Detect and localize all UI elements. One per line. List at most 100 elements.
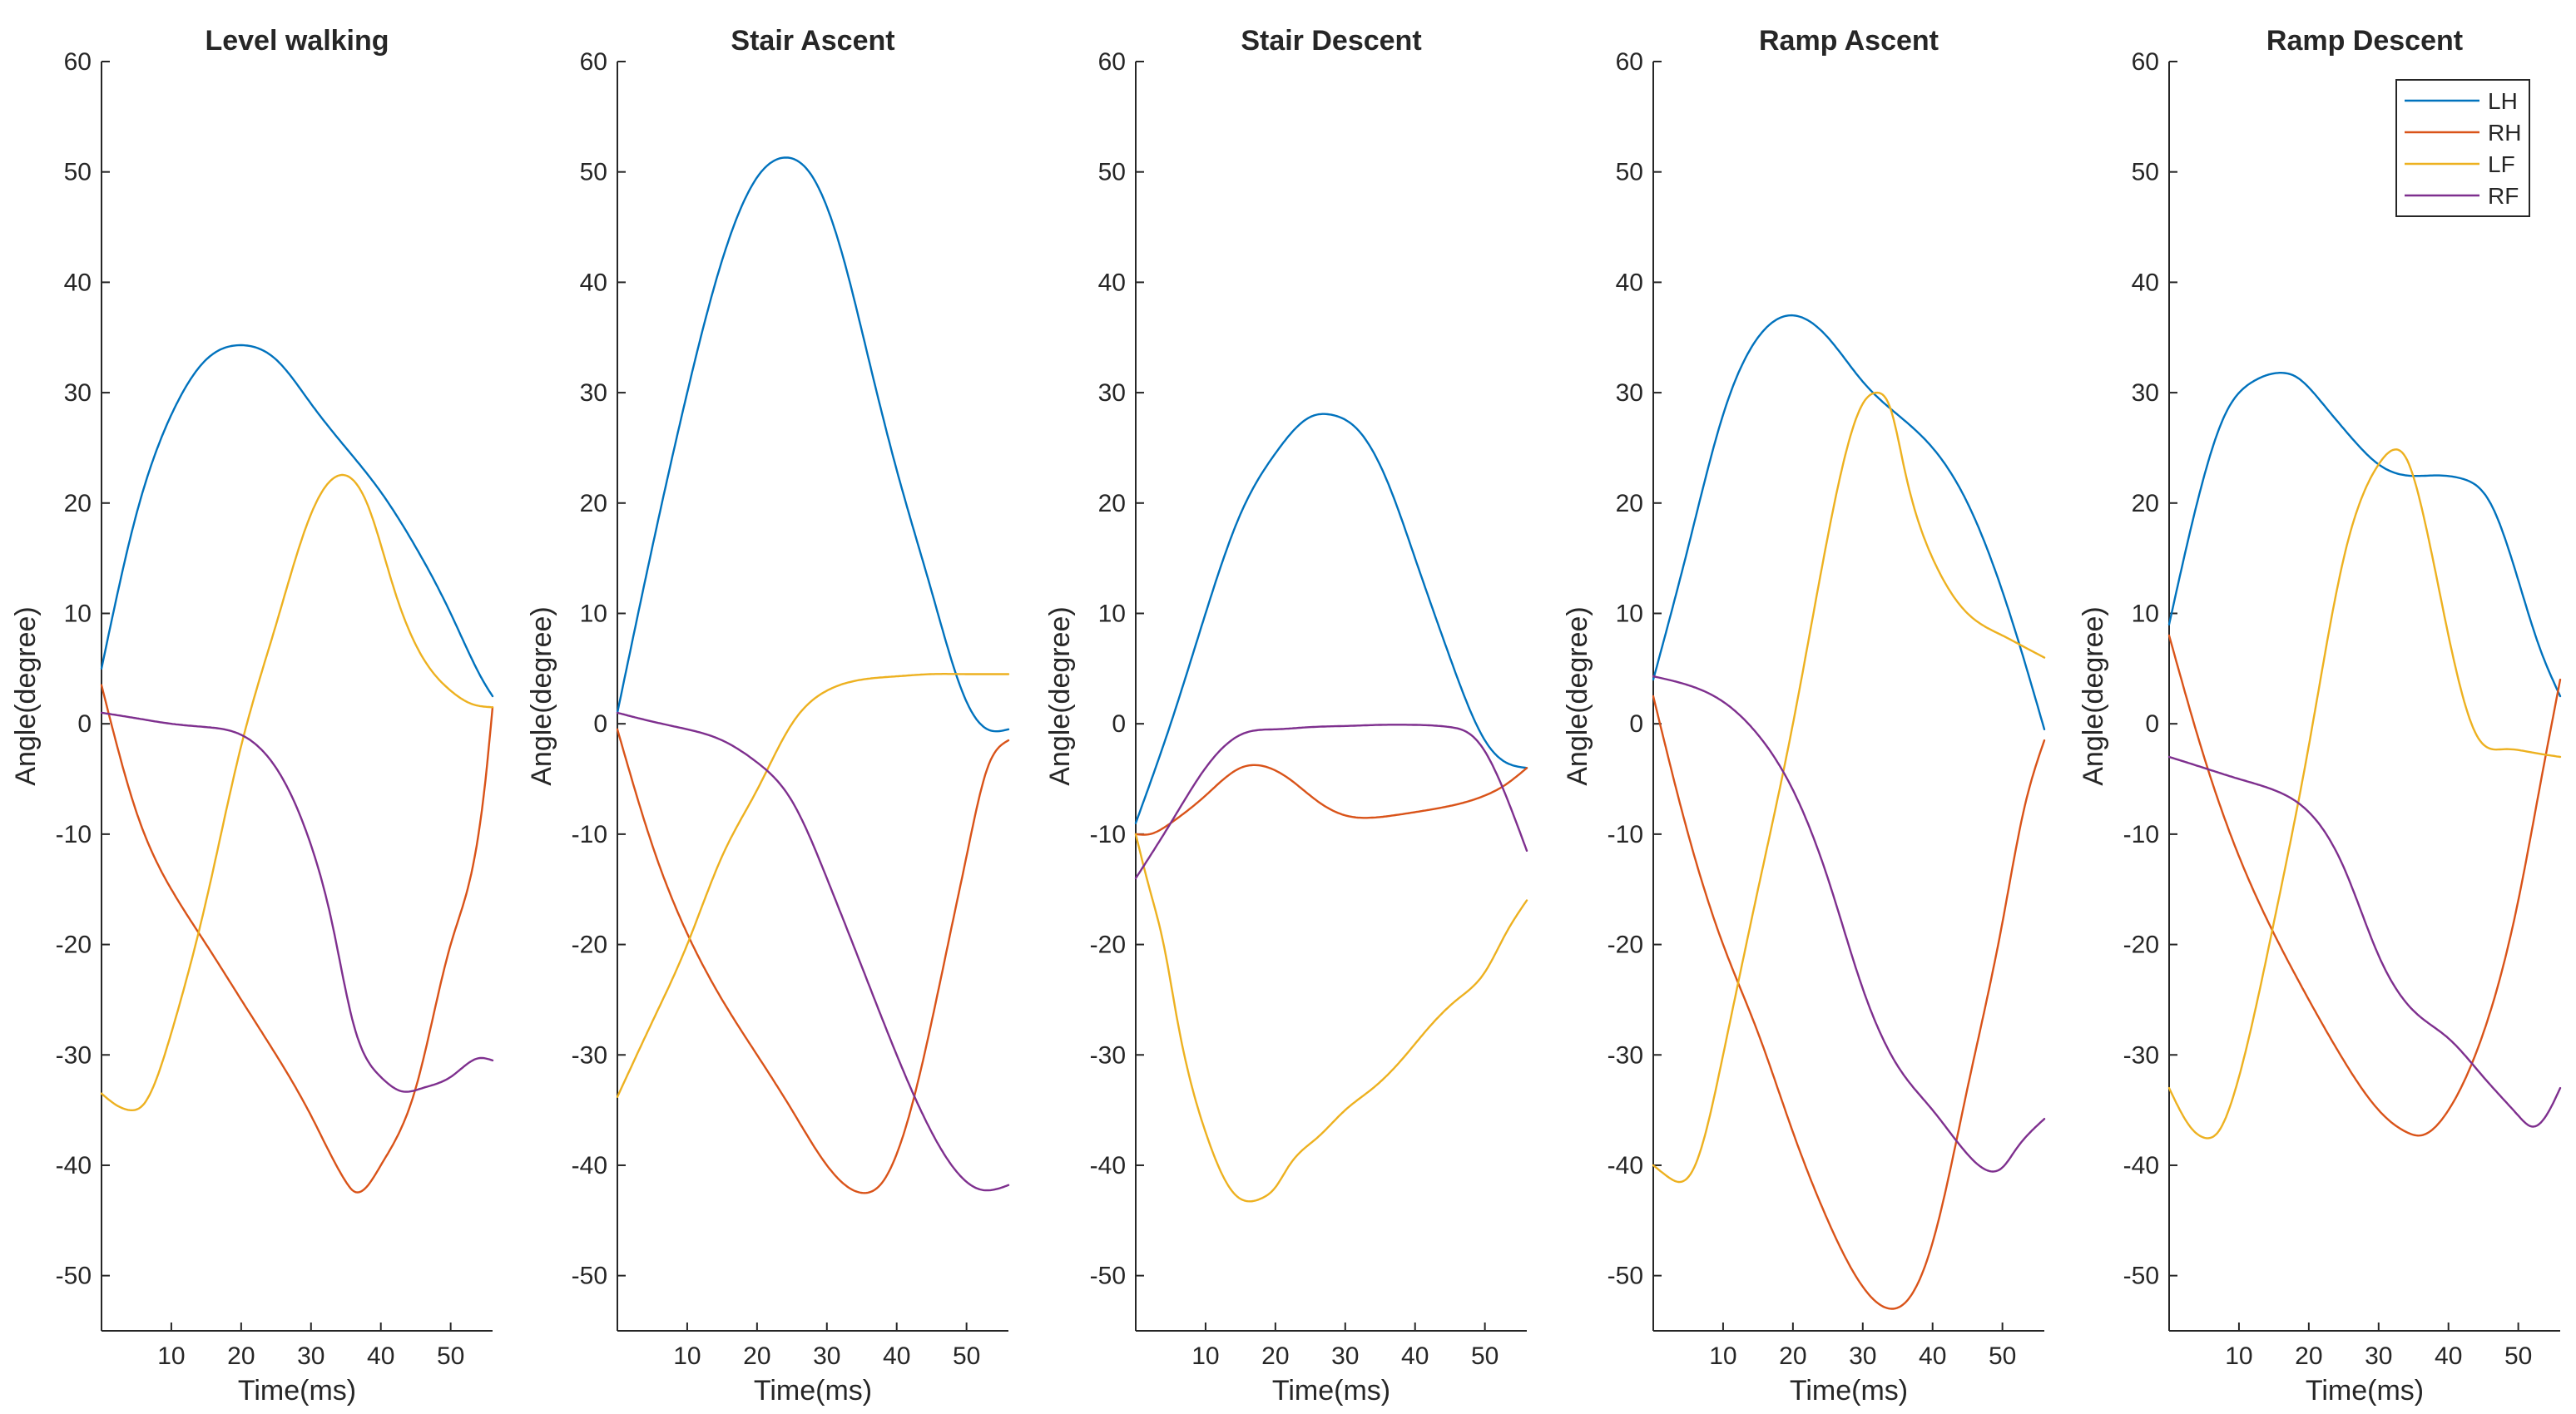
x-tick-label: 40 <box>1401 1342 1429 1370</box>
series-line-lh <box>2167 372 2562 698</box>
x-tick-label: 20 <box>743 1342 770 1370</box>
legend-label-rf: RF <box>2488 183 2519 209</box>
y-tick-label: -50 <box>1090 1263 1126 1290</box>
y-axis-label: Angle(degree) <box>1044 606 1076 785</box>
y-tick-label: -10 <box>1090 821 1126 848</box>
x-tick-label: 50 <box>953 1342 980 1370</box>
y-tick-label: -30 <box>1608 1041 1643 1069</box>
x-tick-label: 30 <box>297 1342 324 1370</box>
y-tick-label: 40 <box>2132 269 2159 296</box>
y-tick-label: 60 <box>1098 48 1126 76</box>
series-line-rf <box>616 711 1010 1192</box>
y-tick-label: 10 <box>1616 600 1643 627</box>
y-axis-label: Angle(degree) <box>526 606 557 785</box>
y-tick-label: -30 <box>1090 1041 1126 1069</box>
y-tick-label: -50 <box>572 1263 607 1290</box>
y-tick-label: 30 <box>580 379 607 407</box>
x-tick-label: 40 <box>883 1342 910 1370</box>
y-tick-label: -50 <box>2123 1263 2159 1290</box>
y-axis-label: Angle(degree) <box>1562 606 1593 785</box>
x-tick-label: 10 <box>1709 1342 1736 1370</box>
y-tick-label: 50 <box>2132 159 2159 186</box>
series-line-lf <box>1134 833 1528 1203</box>
y-tick-label: 0 <box>593 710 607 738</box>
y-tick-label: 60 <box>2132 48 2159 76</box>
series-line-lf <box>616 673 1010 1098</box>
x-tick-label: 50 <box>1989 1342 2016 1370</box>
x-tick-label: 10 <box>157 1342 185 1370</box>
y-tick-label: 50 <box>1616 159 1643 186</box>
y-tick-label: 0 <box>77 710 92 738</box>
y-tick-label: 10 <box>64 600 92 627</box>
series-line-rh <box>100 684 494 1194</box>
series-line-rh <box>2167 634 2562 1137</box>
x-tick-label: 20 <box>227 1342 255 1370</box>
x-tick-label: 20 <box>1779 1342 1806 1370</box>
x-tick-label: 40 <box>1919 1342 1946 1370</box>
y-tick-label: 0 <box>1112 710 1126 738</box>
panel-title-stair-descent: Stair Descent <box>1241 25 1421 57</box>
y-tick-label: 60 <box>580 48 607 76</box>
y-tick-label: 40 <box>1616 269 1643 296</box>
series-line-lf <box>1652 391 2046 1184</box>
y-tick-label: 10 <box>2132 600 2159 627</box>
panel-title-ramp-descent: Ramp Descent <box>2266 25 2463 57</box>
y-tick-label: 20 <box>1616 490 1643 517</box>
series-line-lf <box>2167 448 2562 1140</box>
y-tick-label: -40 <box>1608 1152 1643 1179</box>
y-tick-label: 0 <box>1629 710 1643 738</box>
panel-ramp-descent: Ramp Descent -50 -40 -30 -20 -10 0 10 20 30 40 50 60… <box>2078 25 2562 1407</box>
x-tick-label: 40 <box>2435 1342 2462 1370</box>
series-line-rf <box>100 711 494 1093</box>
panel-ramp-ascent: Ramp Ascent -50 -40 -30 -20 -10 0 10 20 30 40 50 60 1… <box>1562 25 2046 1407</box>
y-tick-label: 10 <box>580 600 607 627</box>
series-line-lf <box>100 473 494 1111</box>
x-tick-label: 50 <box>2504 1342 2532 1370</box>
panel-title-stair-ascent: Stair Ascent <box>731 25 894 57</box>
y-tick-label: 50 <box>1098 159 1126 186</box>
y-tick-label: -20 <box>572 932 607 959</box>
y-tick-label: -50 <box>1608 1263 1643 1290</box>
series-line-rf <box>1134 724 1528 880</box>
y-tick-label: -30 <box>572 1041 607 1069</box>
y-tick-label: 40 <box>1098 269 1126 296</box>
y-tick-label: -10 <box>572 821 607 848</box>
x-axis-label: Time(ms) <box>238 1375 356 1407</box>
y-tick-label: 0 <box>2145 710 2159 738</box>
panel-stair-ascent: Stair Ascent -50 -40 -30 -20 -10 0 10 20 30 40 50 60… <box>526 25 1010 1407</box>
panel-level-walking: Level walking -50 -40 -30 -20 -10 0 10 20 30 40 50 6… <box>10 25 494 1407</box>
y-tick-label: 20 <box>1098 490 1126 517</box>
y-axis-label: Angle(degree) <box>10 606 42 785</box>
series-line-lh <box>100 344 494 698</box>
x-tick-label: 10 <box>1191 1342 1219 1370</box>
y-tick-label: 20 <box>580 490 607 517</box>
x-tick-label: 10 <box>673 1342 701 1370</box>
legend-label-lh: LH <box>2488 88 2518 114</box>
y-tick-label: 60 <box>64 48 92 76</box>
y-tick-label: -10 <box>56 821 92 848</box>
x-axis-label: Time(ms) <box>1272 1375 1390 1407</box>
series-line-lh <box>1652 314 2046 730</box>
y-tick-label: 20 <box>2132 490 2159 517</box>
series-line-lh <box>1134 413 1528 824</box>
panel-title-level-walking: Level walking <box>205 25 389 57</box>
y-tick-label: 50 <box>64 159 92 186</box>
y-tick-label: -50 <box>56 1263 92 1290</box>
y-tick-label: 40 <box>580 269 607 296</box>
x-tick-label: 30 <box>2365 1342 2392 1370</box>
y-tick-label: 40 <box>64 269 92 296</box>
x-tick-label: 30 <box>1331 1342 1359 1370</box>
y-tick-label: -40 <box>56 1152 92 1179</box>
x-tick-label: 30 <box>813 1342 840 1370</box>
x-tick-label: 30 <box>1849 1342 1876 1370</box>
series-line-lh <box>616 156 1010 733</box>
y-tick-label: 10 <box>1098 600 1126 627</box>
y-tick-label: -40 <box>572 1152 607 1179</box>
legend: LH RH LF RF <box>2395 79 2530 217</box>
y-tick-label: 30 <box>1098 379 1126 407</box>
panel-stair-descent: Stair Descent -50 -40 -30 -20 -10 0 10 20 30 40 50 6… <box>1044 25 1528 1407</box>
y-tick-label: 20 <box>64 490 92 517</box>
y-tick-label: -20 <box>1608 932 1643 959</box>
series-line-rh <box>1652 695 2046 1310</box>
